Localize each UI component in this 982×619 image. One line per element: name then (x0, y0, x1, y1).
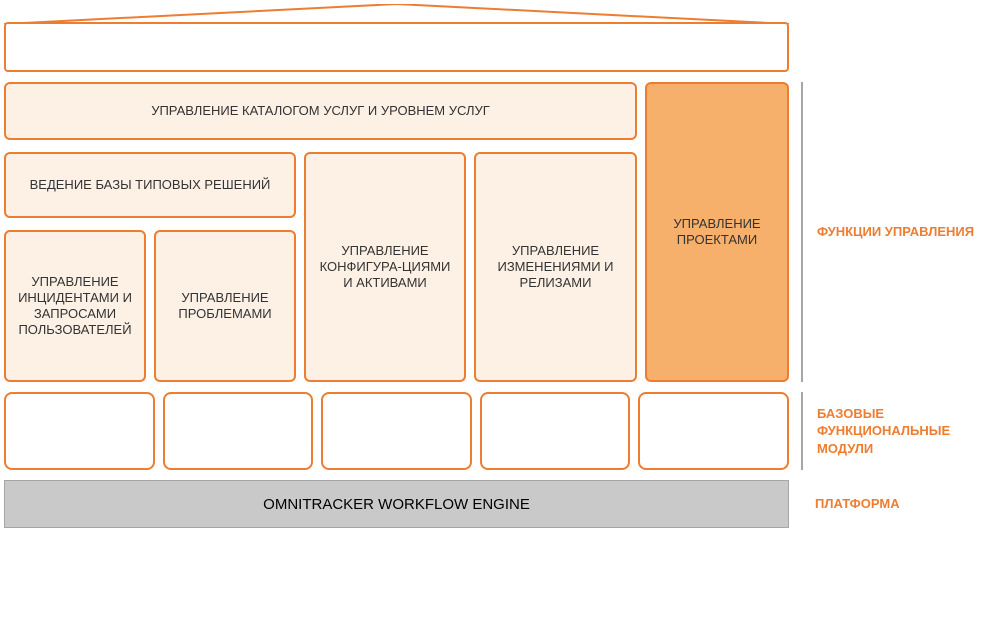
box-catalog-label: УПРАВЛЕНИЕ КАТАЛОГОМ УСЛУГ И УРОВНЕМ УСЛ… (151, 103, 490, 119)
box-kb: ВЕДЕНИЕ БАЗЫ ТИПОВЫХ РЕШЕНИЙ (4, 152, 296, 218)
box-changes-label: УПРАВЛЕНИЕ ИЗМЕНЕНИЯМИ И РЕЛИЗАМИ (484, 243, 627, 292)
functions-layer: УПРАВЛЕНИЕ КАТАЛОГОМ УСЛУГ И УРОВНЕМ УСЛ… (4, 82, 789, 382)
label-platform: ПЛАТФОРМА (815, 495, 900, 513)
box-incidents: УПРАВЛЕНИЕ ИНЦИДЕНТАМИ И ЗАПРОСАМИ ПОЛЬЗ… (4, 230, 146, 382)
box-config-label: УПРАВЛЕНИЕ КОНФИГУРА-ЦИЯМИ И АКТИВАМИ (314, 243, 456, 292)
module-box (4, 392, 155, 470)
roof-line (4, 4, 789, 24)
label-functions: ФУНКЦИИ УПРАВЛЕНИЯ (817, 223, 974, 241)
platform-box: OMNITRACKER WORKFLOW ENGINE (4, 480, 789, 528)
box-problems-label: УПРАВЛЕНИЕ ПРОБЛЕМАМИ (164, 290, 286, 323)
box-projects-label: УПРАВЛЕНИЕ ПРОЕКТАМИ (655, 216, 779, 249)
platform-label: OMNITRACKER WORKFLOW ENGINE (263, 496, 530, 513)
roof-body (4, 22, 789, 72)
box-problems: УПРАВЛЕНИЕ ПРОБЛЕМАМИ (154, 230, 296, 382)
box-config: УПРАВЛЕНИЕ КОНФИГУРА-ЦИЯМИ И АКТИВАМИ (304, 152, 466, 382)
box-changes: УПРАВЛЕНИЕ ИЗМЕНЕНИЯМИ И РЕЛИЗАМИ (474, 152, 637, 382)
box-incidents-label: УПРАВЛЕНИЕ ИНЦИДЕНТАМИ И ЗАПРОСАМИ ПОЛЬЗ… (14, 274, 136, 339)
label-modules: БАЗОВЫЕ ФУНКЦИОНАЛЬНЫЕ МОДУЛИ (817, 405, 981, 458)
module-box (480, 392, 631, 470)
modules-layer (4, 392, 789, 470)
module-box (163, 392, 314, 470)
module-box (638, 392, 789, 470)
box-projects: УПРАВЛЕНИЕ ПРОЕКТАМИ (645, 82, 789, 382)
box-kb-label: ВЕДЕНИЕ БАЗЫ ТИПОВЫХ РЕШЕНИЙ (30, 177, 271, 193)
roof-block (4, 4, 789, 72)
box-catalog: УПРАВЛЕНИЕ КАТАЛОГОМ УСЛУГ И УРОВНЕМ УСЛ… (4, 82, 637, 140)
module-box (321, 392, 472, 470)
